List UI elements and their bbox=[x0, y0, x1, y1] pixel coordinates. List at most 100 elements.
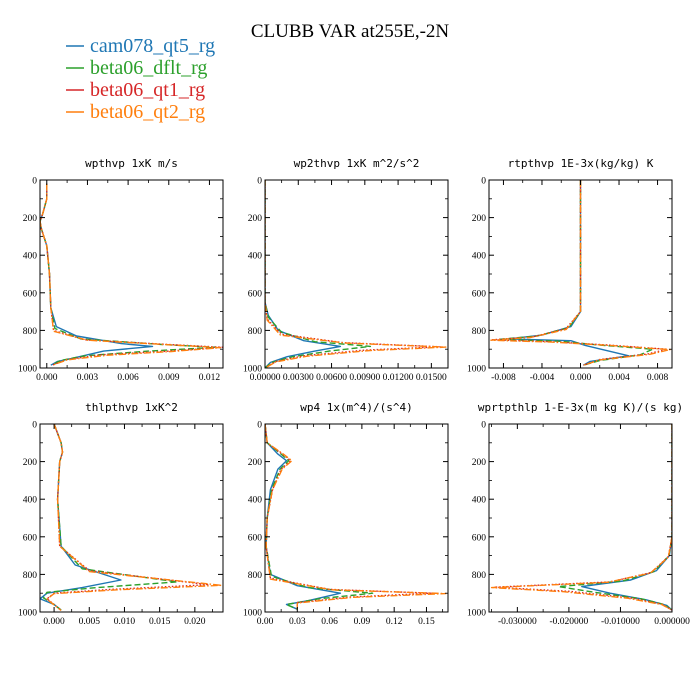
y-tick-label-4-2: 400 bbox=[248, 496, 263, 506]
legend: cam078_qt5_rgbeta06_dflt_rgbeta06_qt1_rg… bbox=[66, 35, 215, 123]
y-tick-label-5-4: 800 bbox=[472, 571, 487, 581]
y-tick-label-1-2: 400 bbox=[248, 252, 263, 262]
x-tick-label-5-1: -0.020000 bbox=[550, 617, 589, 627]
legend-entry-0: cam078_qt5_rg bbox=[90, 35, 215, 57]
panel-4: wp4 1x(m^4)/(s^4) 0 200 400 600 800 10000.00 0.… bbox=[243, 401, 449, 627]
y-tick-label-5-0: 0 bbox=[481, 421, 486, 431]
series-line-2-0 bbox=[507, 180, 630, 366]
x-tick-label-4-5: 0.15 bbox=[418, 617, 435, 627]
x-tick-label-4-0: 0.00 bbox=[257, 617, 274, 627]
series-line-1-0 bbox=[265, 180, 342, 368]
y-tick-label-2-0: 0 bbox=[481, 177, 486, 187]
x-tick-label-1-3: 0.00900 bbox=[349, 373, 380, 383]
x-tick-label-1-2: 0.00600 bbox=[316, 373, 347, 383]
x-tick-label-3-4: 0.020 bbox=[184, 617, 206, 627]
y-tick-label-2-5: 1000 bbox=[467, 365, 486, 375]
y-tick-label-3-0: 0 bbox=[32, 421, 37, 431]
y-tick-label-4-0: 0 bbox=[257, 421, 262, 431]
panel-title-5: wprtpthlp 1-E-3x(m kg K)/(s kg) bbox=[478, 401, 683, 414]
y-tick-label-5-5: 1000 bbox=[467, 609, 486, 619]
x-tick-label-0-0: 0.000 bbox=[36, 373, 58, 383]
series-line-3-0 bbox=[40, 424, 122, 611]
series-line-5-1 bbox=[557, 424, 672, 611]
plot-frame-1 bbox=[264, 179, 449, 369]
x-tick-label-1-4: 0.01200 bbox=[383, 373, 414, 383]
series-line-1-3 bbox=[265, 180, 447, 368]
figure-title: CLUBB VAR at255E,-2N bbox=[251, 21, 450, 42]
y-tick-label-3-5: 1000 bbox=[18, 609, 37, 619]
y-tick-label-3-2: 400 bbox=[23, 496, 38, 506]
y-tick-label-2-2: 400 bbox=[472, 252, 487, 262]
x-tick-label-4-3: 0.09 bbox=[354, 617, 371, 627]
y-tick-label-0-1: 200 bbox=[23, 214, 38, 224]
panel-2: rtpthvp 1E-3x(kg/kg) K02004006008001000-… bbox=[467, 157, 673, 383]
y-tick-label-5-2: 400 bbox=[472, 496, 487, 506]
plot-frame-0 bbox=[39, 179, 224, 369]
x-tick-label-0-1: 0.003 bbox=[77, 373, 99, 383]
x-tick-label-5-2: -0.010000 bbox=[601, 617, 640, 627]
legend-entry-1: beta06_dflt_rg bbox=[90, 57, 207, 79]
series-line-4-3 bbox=[265, 424, 447, 610]
x-tick-label-0-3: 0.009 bbox=[158, 373, 180, 383]
panel-title-0: wpthvp 1xK m/s bbox=[85, 157, 178, 170]
series-line-4-0 bbox=[265, 424, 342, 610]
x-tick-label-2-4: 0.008 bbox=[647, 373, 669, 383]
y-tick-label-3-1: 200 bbox=[23, 458, 38, 468]
x-tick-label-5-3: 0.000000 bbox=[654, 617, 690, 627]
panel-0: wpthvp 1xK m/s 0 200 400 600 800 10000.000 0.00… bbox=[18, 157, 224, 383]
y-tick-label-0-4: 800 bbox=[23, 327, 38, 337]
y-tick-label-5-1: 200 bbox=[472, 458, 487, 468]
series-line-0-1 bbox=[40, 183, 217, 366]
series-line-0-3 bbox=[40, 183, 222, 366]
y-tick-label-1-3: 600 bbox=[248, 289, 263, 299]
panel-1: wp2thvp 1xK m^2/s^2020040060080010000.00… bbox=[243, 157, 449, 383]
y-tick-label-2-3: 600 bbox=[472, 289, 487, 299]
x-tick-label-5-0: -0.030000 bbox=[498, 617, 537, 627]
y-tick-label-0-5: 1000 bbox=[18, 365, 37, 375]
panel-title-1: wp2thvp 1xK m^2/s^2 bbox=[294, 157, 420, 170]
x-tick-label-2-0: -0.008 bbox=[491, 373, 516, 383]
panel-5: wprtpthlp 1-E-3x(m kg K)/(s kg) 0 200 400 60… bbox=[467, 401, 690, 627]
panel-title-2: rtpthvp 1E-3x(kg/kg) K bbox=[508, 157, 654, 170]
y-tick-label-4-5: 1000 bbox=[243, 609, 262, 619]
series-line-2-1 bbox=[497, 180, 654, 366]
x-tick-label-4-2: 0.06 bbox=[321, 617, 338, 627]
x-tick-label-1-5: 0.01500 bbox=[416, 373, 447, 383]
series-line-5-3 bbox=[490, 424, 672, 611]
y-tick-label-2-1: 200 bbox=[472, 214, 487, 224]
y-tick-label-4-4: 800 bbox=[248, 571, 263, 581]
y-tick-label-4-1: 200 bbox=[248, 458, 263, 468]
panel-3: thlpthvp 1xK^2 0 200 400 600 800 1000 0.000 0.00… bbox=[18, 401, 224, 627]
series-line-0-0 bbox=[40, 183, 154, 366]
series-line-1-2 bbox=[265, 180, 441, 368]
legend-entry-2: beta06_qt1_rg bbox=[90, 79, 205, 101]
x-tick-label-4-1: 0.03 bbox=[289, 617, 306, 627]
panel-title-4: wp4 1x(m^4)/(s^4) bbox=[300, 401, 413, 414]
y-tick-label-5-3: 600 bbox=[472, 533, 487, 543]
y-tick-label-0-2: 400 bbox=[23, 252, 38, 262]
y-tick-label-0-3: 600 bbox=[23, 289, 38, 299]
y-tick-label-1-5: 1000 bbox=[243, 365, 262, 375]
series-line-0-2 bbox=[40, 183, 223, 366]
x-tick-label-4-4: 0.12 bbox=[386, 617, 403, 627]
x-tick-label-3-2: 0.010 bbox=[114, 617, 136, 627]
series-line-3-2 bbox=[46, 424, 210, 611]
y-tick-label-4-3: 600 bbox=[248, 533, 263, 543]
series-line-2-3 bbox=[490, 180, 671, 366]
y-tick-label-1-1: 200 bbox=[248, 214, 263, 224]
series-line-3-3 bbox=[46, 424, 223, 612]
y-tick-label-3-4: 800 bbox=[23, 571, 38, 581]
x-tick-label-1-1: 0.00300 bbox=[283, 373, 314, 383]
x-tick-label-0-2: 0.006 bbox=[117, 373, 139, 383]
x-tick-label-2-1: -0.004 bbox=[530, 373, 555, 383]
x-tick-label-2-3: 0.004 bbox=[608, 373, 630, 383]
x-tick-label-3-0: 0.000 bbox=[43, 617, 65, 627]
series-line-5-2 bbox=[493, 424, 672, 611]
y-tick-label-0-0: 0 bbox=[32, 177, 37, 187]
y-tick-label-2-4: 800 bbox=[472, 327, 487, 337]
x-tick-label-3-1: 0.005 bbox=[79, 617, 101, 627]
y-tick-label-1-4: 800 bbox=[248, 327, 263, 337]
x-tick-label-0-4: 0.012 bbox=[199, 373, 221, 383]
legend-entry-3: beta06_qt2_rg bbox=[90, 101, 205, 123]
